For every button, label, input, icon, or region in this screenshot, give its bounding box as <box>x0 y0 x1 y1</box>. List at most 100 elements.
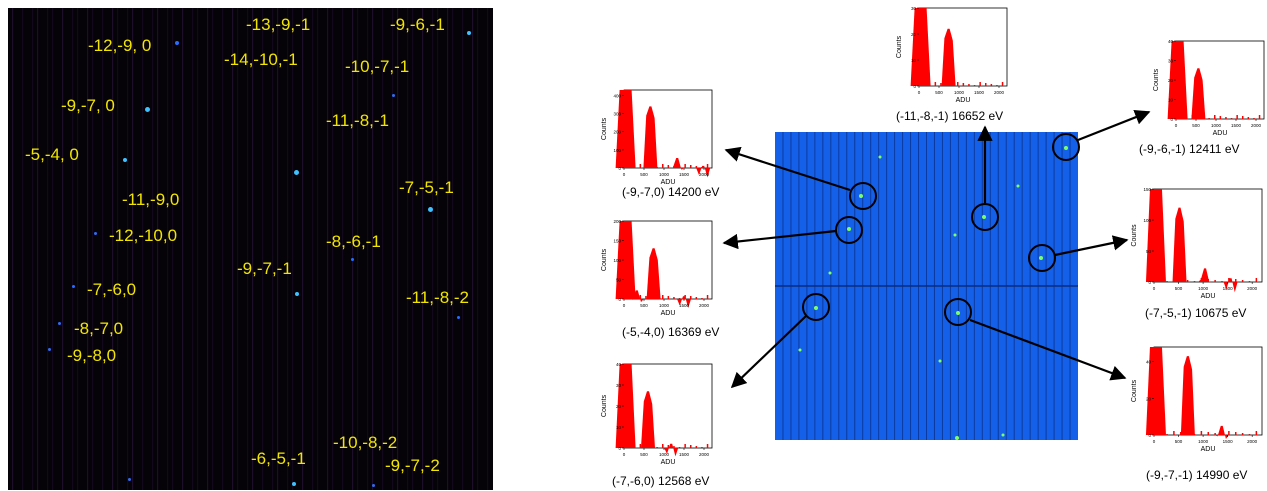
diffraction-spot <box>72 285 75 288</box>
histogram-bin <box>706 164 709 168</box>
histogram-caption: (-7,-5,-1) 10675 eV <box>1145 306 1247 320</box>
x-axis-label: ADU <box>956 97 971 104</box>
histogram-bin <box>690 445 692 448</box>
histogram-caption: (-11,-8,-1) 16652 eV <box>896 109 1004 123</box>
stripe <box>352 8 354 490</box>
histogram-bin <box>957 82 959 86</box>
x-tick-label: 1500 <box>1223 286 1234 291</box>
y-tick-label: 0 <box>618 446 621 451</box>
histogram-peak <box>615 221 636 299</box>
stripe <box>247 8 249 490</box>
y-tick-label: 40 <box>1168 39 1174 44</box>
stripe <box>192 8 194 490</box>
plot-frame <box>623 89 713 169</box>
y-axis-label: Counts <box>601 394 608 417</box>
y-tick-label: 50 <box>616 278 622 283</box>
plot-frame <box>1153 346 1263 436</box>
stripe <box>222 8 224 490</box>
histogram-bin <box>656 447 658 448</box>
x-axis-label: ADU <box>661 179 676 186</box>
y-tick-label: 20 <box>1146 396 1152 401</box>
histogram-bin <box>678 298 681 299</box>
y-tick-label: 150 <box>613 239 621 244</box>
stripe <box>237 8 239 490</box>
y-tick-label: 0 <box>913 84 916 89</box>
stripe <box>232 8 234 490</box>
stripe <box>487 8 489 490</box>
diffraction-spot <box>175 41 179 45</box>
x-tick-label: 1500 <box>679 303 690 308</box>
x-tick-label: 0 <box>623 452 626 457</box>
x-tick-label: 0 <box>623 172 626 177</box>
reflection-label: -8,-6,-1 <box>326 232 381 251</box>
histogram-bin <box>1186 118 1188 119</box>
histogram-bin <box>1255 431 1258 435</box>
histogram-bin <box>1248 281 1251 282</box>
histogram-bin <box>1207 432 1210 435</box>
y-tick-label: 40 <box>1146 360 1152 365</box>
histogram-peak <box>629 290 644 303</box>
plot-frame <box>1175 40 1265 120</box>
histogram-bin <box>667 296 670 299</box>
histogram-bin <box>645 296 647 299</box>
stripe <box>197 8 199 490</box>
histogram-bin <box>673 446 675 448</box>
histogram-bin <box>684 164 686 168</box>
stripe <box>462 8 464 490</box>
histogram-bin <box>695 166 698 168</box>
histogram-bin <box>1255 278 1258 282</box>
stripe <box>62 8 64 490</box>
diffraction-spot <box>48 348 51 351</box>
histogram-bin <box>962 83 965 86</box>
histogram-bin <box>1219 116 1222 119</box>
stripe <box>87 8 89 490</box>
detector-spot <box>814 306 818 310</box>
x-axis-label: ADU <box>1201 446 1216 453</box>
histogram-bin <box>945 84 948 86</box>
stripe <box>302 8 304 490</box>
histogram-bin <box>650 446 653 448</box>
x-tick-label: 500 <box>640 452 648 457</box>
reflection-circle <box>849 182 877 210</box>
histogram-top-right: 0 500 1000 1500 2000 0 10 20 30 40 ADU Counts <box>1153 39 1265 137</box>
histogram-peak <box>1167 41 1188 119</box>
stripe <box>277 8 279 490</box>
histogram-bin <box>1166 434 1168 435</box>
histogram-bin <box>1208 118 1210 119</box>
y-tick-label: 30 <box>616 383 622 388</box>
reflection-circle <box>944 298 972 326</box>
x-tick-label: 500 <box>1192 123 1200 128</box>
histogram-bin <box>684 295 686 299</box>
reflection-label: -5,-4, 0 <box>25 145 79 164</box>
histogram-bin <box>929 85 931 86</box>
stripe <box>437 8 439 490</box>
histogram-bin <box>1235 279 1237 282</box>
histogram-caption: (-7,-6,0) 12568 eV <box>612 474 710 488</box>
x-tick-label: 500 <box>1175 286 1183 291</box>
histogram-peak <box>1223 278 1238 293</box>
histogram-bin <box>1197 116 1199 119</box>
arrow <box>969 318 1127 381</box>
histogram-bin <box>1173 278 1175 282</box>
histogram-bin <box>1200 278 1203 282</box>
stripe <box>22 8 24 490</box>
x-tick-label: 0 <box>1153 439 1156 444</box>
y-axis-label: Counts <box>1131 379 1138 402</box>
histogram-peak <box>615 90 636 168</box>
histogram-bin <box>1248 434 1251 435</box>
reflection-label: -6,-5,-1 <box>251 449 306 468</box>
stripe <box>117 8 119 490</box>
reflection-label: -8,-7,0 <box>74 319 124 338</box>
y-tick-label: 0 <box>1148 433 1151 438</box>
histogram-bin <box>1228 431 1230 435</box>
stripe <box>252 8 254 490</box>
y-tick-label: 100 <box>613 148 621 153</box>
y-tick-label: 0 <box>618 297 621 302</box>
x-tick-label: 0 <box>1175 123 1178 128</box>
detector-spot <box>955 436 959 440</box>
histogram-bin <box>645 445 647 448</box>
diffraction-spot <box>392 94 395 97</box>
stripe <box>172 8 174 490</box>
histogram-bin <box>706 295 709 299</box>
diffraction-spot <box>428 207 433 212</box>
